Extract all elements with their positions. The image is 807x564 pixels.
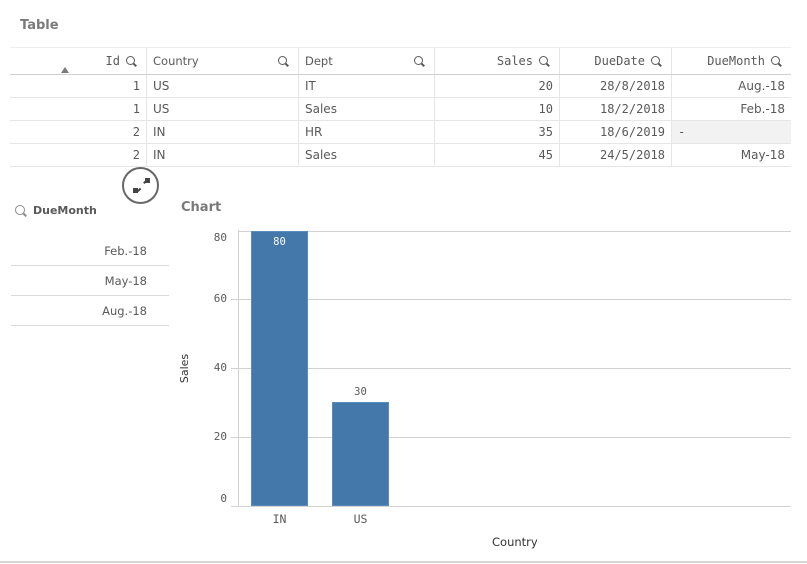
cell-duemonth[interactable]: Aug.-18 [738,79,785,93]
table-header-row: Id Country Dept Sales DueDate DueMonth [10,48,791,75]
column-header-label: DueMonth [707,54,765,68]
cell-id[interactable]: 1 [10,98,147,120]
search-icon[interactable] [539,56,550,67]
search-icon[interactable] [278,56,289,67]
bar-in[interactable] [251,231,308,506]
cell-duemonth[interactable]: May-18 [740,148,785,162]
table-title: Table [20,18,59,33]
search-icon[interactable] [15,204,27,217]
cell-id[interactable]: 2 [10,144,147,166]
cell-duemonth[interactable]: Feb.-18 [740,102,785,116]
column-header-label: Country [153,54,199,68]
chart-title: Chart [181,200,222,215]
cell-id[interactable]: 1 [10,75,147,97]
table-row: 2 IN Sales 45 24/5/2018 May-18 [10,144,791,167]
cell-sales[interactable]: 45 [435,144,560,166]
search-icon[interactable] [126,56,137,67]
y-axis-title: Sales [178,353,192,384]
expand-button[interactable] [122,167,159,204]
bottom-divider [0,561,807,563]
cell-sales[interactable]: 20 [435,75,560,97]
y-tick-label: 40 [213,361,227,374]
gridline [231,437,791,438]
bar-value-label: 80 [273,236,286,248]
cell-duedate[interactable]: 24/5/2018 [560,144,672,166]
filter-item[interactable]: Aug.-18 [11,296,169,326]
column-header-label: Id [105,54,120,68]
column-header-label: Sales [496,54,533,68]
cell-dept[interactable]: IT [299,75,435,97]
gridline [231,368,791,369]
table-row: 1 US Sales 10 18/2/2018 Feb.-18 [10,98,791,121]
column-header-dept[interactable]: Dept [299,48,435,74]
cell-duemonth-null: - [672,121,791,143]
search-icon[interactable] [414,56,425,67]
cell-id[interactable]: 2 [10,121,147,143]
y-tick-label: 80 [213,231,227,244]
cell-dept[interactable]: Sales [299,144,435,166]
y-tick-label: 20 [213,430,227,443]
gridline [231,299,791,300]
x-axis-title: Country [492,535,538,549]
search-icon[interactable] [771,56,782,67]
y-tick-label: 0 [220,492,227,505]
cell-country[interactable]: US [147,75,299,97]
column-header-label: Dept [305,54,333,68]
filter-pane-header[interactable]: DueMonth [15,204,97,217]
cell-dept[interactable]: Sales [299,98,435,120]
filter-item[interactable]: May-18 [11,266,169,296]
filter-pane-title: DueMonth [33,204,97,217]
x-tick-label[interactable]: IN [272,512,287,526]
expand-arrow-icon [133,188,138,193]
y-axis-line [238,230,239,507]
cell-sales[interactable]: 35 [435,121,560,143]
expand-arrow-icon [145,178,150,183]
cell-duedate[interactable]: 18/6/2019 [560,121,672,143]
filter-list: Feb.-18 May-18 Aug.-18 [11,236,169,326]
table-row: 2 IN HR 35 18/6/2019 - [10,121,791,144]
gridline [238,231,791,232]
sort-ascending-icon[interactable] [61,67,69,73]
x-tick-label[interactable]: US [353,512,368,526]
column-header-country[interactable]: Country [147,48,299,74]
column-header-duedate[interactable]: DueDate [560,48,672,74]
column-header-duemonth[interactable]: DueMonth [672,48,791,74]
cell-sales[interactable]: 10 [435,98,560,120]
x-axis-line [231,506,791,507]
cell-dept[interactable]: HR [299,121,435,143]
y-tick-label: 60 [213,292,227,305]
cell-country[interactable]: US [147,98,299,120]
cell-duedate[interactable]: 28/8/2018 [560,75,672,97]
column-header-label: DueDate [594,54,645,68]
cell-duedate[interactable]: 18/2/2018 [560,98,672,120]
cell-country[interactable]: IN [147,121,299,143]
column-header-sales[interactable]: Sales [435,48,560,74]
filter-item[interactable]: Feb.-18 [11,236,169,266]
data-table: Id Country Dept Sales DueDate DueMonth 1… [10,47,791,167]
cell-country[interactable]: IN [147,144,299,166]
bar-value-label: 30 [354,386,367,398]
search-icon[interactable] [651,56,662,67]
table-row: 1 US IT 20 28/8/2018 Aug.-18 [10,75,791,98]
bar-us[interactable] [332,402,389,506]
column-header-id[interactable]: Id [10,48,147,74]
